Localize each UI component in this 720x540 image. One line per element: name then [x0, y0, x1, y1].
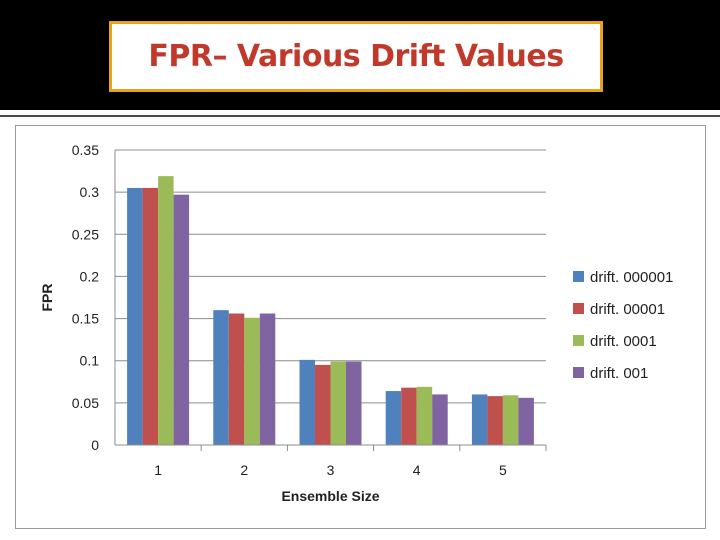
- bar-1-cat-2: [213, 310, 229, 445]
- y-tick-label: 0: [91, 437, 99, 453]
- x-tick-label: 3: [327, 462, 335, 478]
- x-tick-label: 5: [499, 462, 507, 478]
- legend: drift. 000001 drift. 00001 drift. 0001 drif…: [573, 269, 673, 382]
- y-tick-label: 0.3: [80, 184, 100, 200]
- axes: [114, 150, 547, 451]
- bar-3-cat-3: [330, 361, 346, 445]
- bar-4-cat-1: [173, 194, 190, 445]
- y-axis-label: FPR: [39, 284, 55, 312]
- x-tick-label: 4: [413, 462, 421, 478]
- bar-2-cat-1: [142, 187, 159, 445]
- legend-swatch: [573, 303, 584, 314]
- legend-label: drift. 0001: [590, 333, 657, 350]
- x-tick-label: 1: [154, 462, 162, 478]
- bar-2-cat-4: [401, 387, 417, 445]
- x-tick-label: 2: [240, 462, 248, 478]
- bar-1-cat-3: [299, 359, 315, 445]
- x-tick-labels: 1 2 3 4 5: [154, 462, 507, 478]
- y-tick-label: 0.05: [72, 395, 99, 411]
- y-tick-label: 0.1: [80, 353, 100, 369]
- y-tick-label: 0.35: [72, 142, 99, 158]
- bar-4-cat-5: [518, 397, 534, 445]
- bar-2-cat-5: [487, 396, 503, 445]
- bar-1-cat-4: [385, 391, 402, 445]
- bar-3-cat-2: [244, 317, 260, 445]
- bar-2-cat-2: [228, 313, 245, 445]
- bar-4-cat-3: [346, 361, 362, 445]
- bar-4-cat-2: [259, 313, 276, 445]
- slide-title: FPR– Various Drift Values: [148, 39, 564, 74]
- bar-3-cat-1: [158, 176, 174, 445]
- bar-4-cat-4: [432, 394, 448, 445]
- bar-1-cat-1: [127, 187, 143, 445]
- legend-label: drift. 00001: [590, 301, 665, 318]
- y-tick-label: 0.15: [72, 311, 99, 327]
- legend-swatch: [573, 335, 584, 346]
- y-tick-labels: 0 0.05 0.1 0.15 0.2 0.25 0.3 0.35: [72, 142, 99, 453]
- bar-3-cat-5: [502, 395, 519, 445]
- bar-1-cat-5: [471, 394, 488, 445]
- bar-3-cat-4: [416, 386, 433, 445]
- legend-swatch: [573, 367, 584, 378]
- slide-title-box: FPR– Various Drift Values: [109, 21, 603, 92]
- legend-label: drift. 000001: [590, 269, 673, 286]
- legend-swatch: [573, 271, 584, 282]
- divider-rule: [0, 115, 720, 117]
- x-axis-label: Ensemble Size: [281, 488, 379, 504]
- y-tick-label: 0.2: [80, 268, 100, 284]
- legend-label: drift. 001: [590, 365, 648, 382]
- bar-2-cat-3: [315, 364, 331, 445]
- bars: [127, 176, 534, 445]
- y-tick-label: 0.25: [72, 226, 99, 242]
